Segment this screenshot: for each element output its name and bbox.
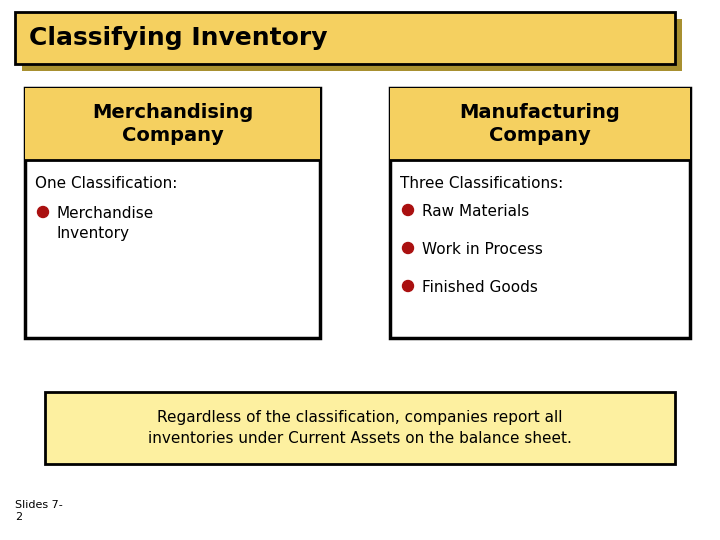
FancyBboxPatch shape — [25, 88, 320, 160]
Circle shape — [37, 206, 48, 218]
Text: Regardless of the classification, companies report all
inventories under Current: Regardless of the classification, compan… — [148, 410, 572, 446]
Circle shape — [402, 242, 413, 253]
FancyBboxPatch shape — [15, 12, 675, 64]
Text: Merchandising
Company: Merchandising Company — [92, 103, 253, 145]
Circle shape — [402, 280, 413, 292]
Text: Classifying Inventory: Classifying Inventory — [29, 26, 328, 50]
FancyBboxPatch shape — [22, 19, 682, 71]
FancyBboxPatch shape — [25, 88, 320, 338]
Text: Raw Materials: Raw Materials — [422, 204, 529, 219]
FancyBboxPatch shape — [390, 88, 690, 338]
Circle shape — [402, 205, 413, 215]
FancyBboxPatch shape — [45, 392, 675, 464]
FancyBboxPatch shape — [390, 88, 690, 160]
Text: Work in Process: Work in Process — [422, 242, 543, 257]
Text: Manufacturing
Company: Manufacturing Company — [459, 103, 621, 145]
Text: One Classification:: One Classification: — [35, 176, 177, 191]
Text: Slides 7-
2: Slides 7- 2 — [15, 500, 63, 522]
Text: Merchandise
Inventory: Merchandise Inventory — [57, 206, 154, 241]
Text: Three Classifications:: Three Classifications: — [400, 176, 563, 191]
Text: Finished Goods: Finished Goods — [422, 280, 538, 295]
